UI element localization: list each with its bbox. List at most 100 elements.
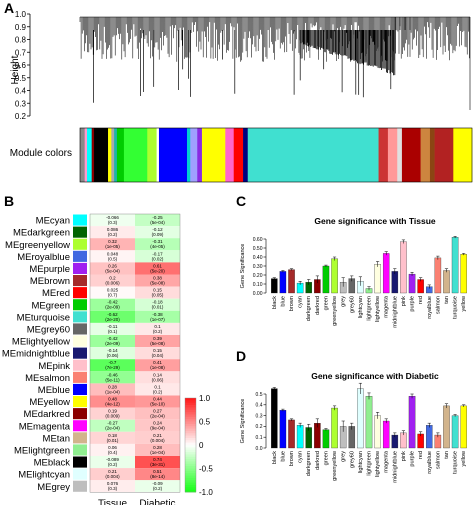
heatmap-cell-pvalue: (0.01) — [152, 305, 164, 310]
module-swatch — [73, 359, 87, 371]
tissue-significance-chart: Gene significance with Tissue Gene Signif… — [240, 216, 467, 328]
legend-tick-label: 0.5 — [199, 418, 211, 427]
heatmap-cell-pvalue: (1e-05) — [105, 244, 120, 249]
dendrogram-tick-label: 0.3 — [15, 99, 27, 108]
module-color-segment — [225, 128, 235, 182]
heatmap-cell-value: 0.19 — [108, 409, 117, 414]
chart-ylabel: Gene Significance — [240, 244, 246, 289]
heatmap-cell-value: -0.7 — [109, 360, 117, 365]
dendrogram-tick-label: 1.0 — [15, 10, 27, 19]
heatmap-cell-pvalue: (0.3) — [108, 220, 118, 225]
heatmap-cell — [135, 347, 180, 360]
bar-pink — [400, 241, 407, 294]
bar-turquoise — [451, 237, 459, 294]
bar-tan — [443, 270, 450, 294]
heatmap-cell — [90, 443, 135, 456]
category-label: purple — [410, 296, 416, 312]
heatmap-cell — [90, 335, 135, 348]
category-label: greenyellow — [332, 450, 338, 481]
legend-gradient-step — [185, 430, 196, 434]
heatmap-cell-pvalue: (8e-14) — [150, 474, 165, 479]
module-swatch — [73, 226, 87, 238]
heatmap-cell — [135, 286, 180, 299]
module-row-label: MElightcyan — [18, 470, 70, 481]
heatmap-column-label: Tissue — [98, 498, 128, 505]
category-label: lightyellow — [375, 450, 381, 477]
category-label: lightgreen — [367, 451, 373, 476]
category-label: midnightblue — [392, 296, 398, 328]
category-label: grey60 — [349, 296, 355, 313]
module-swatch — [73, 323, 87, 335]
chart-y-tick-label: 0.4 — [256, 403, 263, 409]
bar-lightgreen — [365, 396, 373, 449]
module-color-segment — [197, 128, 203, 182]
legend-gradient-step — [185, 405, 196, 408]
heatmap-cell — [90, 395, 135, 408]
category-label: darkgreen — [306, 296, 312, 321]
heatmap-cell-value: -0.11 — [108, 324, 118, 329]
heatmap-cell-value: -0.42 — [107, 336, 118, 341]
category-label: darkgreen — [306, 451, 312, 476]
heatmap-cell-value: -0.38 — [152, 312, 163, 317]
module-row-label: MEgrey — [37, 482, 70, 493]
module-swatch — [73, 420, 87, 432]
category-label: grey — [341, 296, 347, 307]
category-label: royalblue — [427, 451, 433, 474]
category-label: cyan — [298, 451, 304, 463]
legend-gradient-step — [185, 461, 196, 465]
heatmap-cell — [135, 250, 180, 263]
module-color-segment — [91, 128, 95, 182]
heatmap-cell-pvalue: (2e-04) — [150, 414, 165, 419]
heatmap-cell-pvalue: (1e-04) — [105, 389, 120, 394]
bar-magenta — [382, 420, 390, 449]
heatmap-cell — [90, 250, 135, 263]
heatmap-cell-pvalue: (9e-04) — [150, 426, 165, 431]
module-color-segment — [186, 128, 191, 182]
bar-pink — [400, 432, 407, 449]
dendrogram-tick-label: 0.2 — [15, 112, 27, 121]
category-label: grey — [341, 451, 347, 462]
bar-purple — [408, 396, 416, 449]
module-color-segment — [387, 128, 398, 182]
heatmap-cell-value: 0.21 — [108, 469, 117, 474]
module-swatch — [73, 347, 87, 359]
heatmap-cell — [135, 335, 180, 348]
heatmap-cell-pvalue: (0.2) — [108, 232, 118, 237]
heatmap-cell-pvalue: (5e-20) — [150, 268, 165, 273]
category-label: turquoise — [453, 296, 459, 319]
module-swatch — [73, 299, 87, 311]
legend-gradient-step — [185, 449, 196, 453]
heatmap-cell — [90, 298, 135, 311]
category-label: pink — [401, 451, 407, 461]
heatmap-cell-value: 0.076 — [107, 481, 119, 486]
module-row-label: MEgreen — [31, 300, 70, 311]
dendrogram-leaves — [79, 17, 470, 62]
dendrogram-tick-label: 0.7 — [15, 48, 27, 57]
heatmap-cell — [135, 310, 180, 323]
module-swatch — [73, 275, 87, 287]
bar-midnightblue — [391, 271, 399, 294]
heatmap-cell-value: -0.46 — [107, 372, 118, 377]
heatmap-cell — [90, 359, 135, 372]
category-label: lightcyan — [358, 451, 364, 473]
heatmap-cell — [135, 214, 180, 227]
category-label: brown — [289, 451, 295, 466]
legend-gradient-step — [185, 402, 196, 406]
legend-border — [184, 397, 197, 493]
chart-y-tick-label: 0.2 — [256, 424, 263, 430]
heatmap-cell-pvalue: (7e-29) — [105, 365, 120, 370]
module-swatch — [73, 287, 87, 299]
legend-gradient-step — [185, 473, 196, 476]
module-row-label: MEpurple — [29, 264, 70, 275]
heatmap-cell — [90, 226, 135, 239]
heatmap-color-legend: 1.0 0.5 0 -0.5 -1.0 — [184, 394, 213, 497]
panel-label-d: D — [236, 348, 247, 364]
heatmap-cell — [135, 226, 180, 239]
heatmap-cell-value: 0.61 — [153, 263, 162, 268]
legend-gradient-step — [185, 437, 196, 441]
heatmap-cell-pvalue: (0.006) — [105, 281, 120, 286]
category-label: yellow — [461, 450, 467, 467]
heatmap-cell — [90, 286, 135, 299]
bar-lightyellow — [374, 415, 381, 449]
heatmap-cell-value: -0.12 — [152, 227, 163, 232]
